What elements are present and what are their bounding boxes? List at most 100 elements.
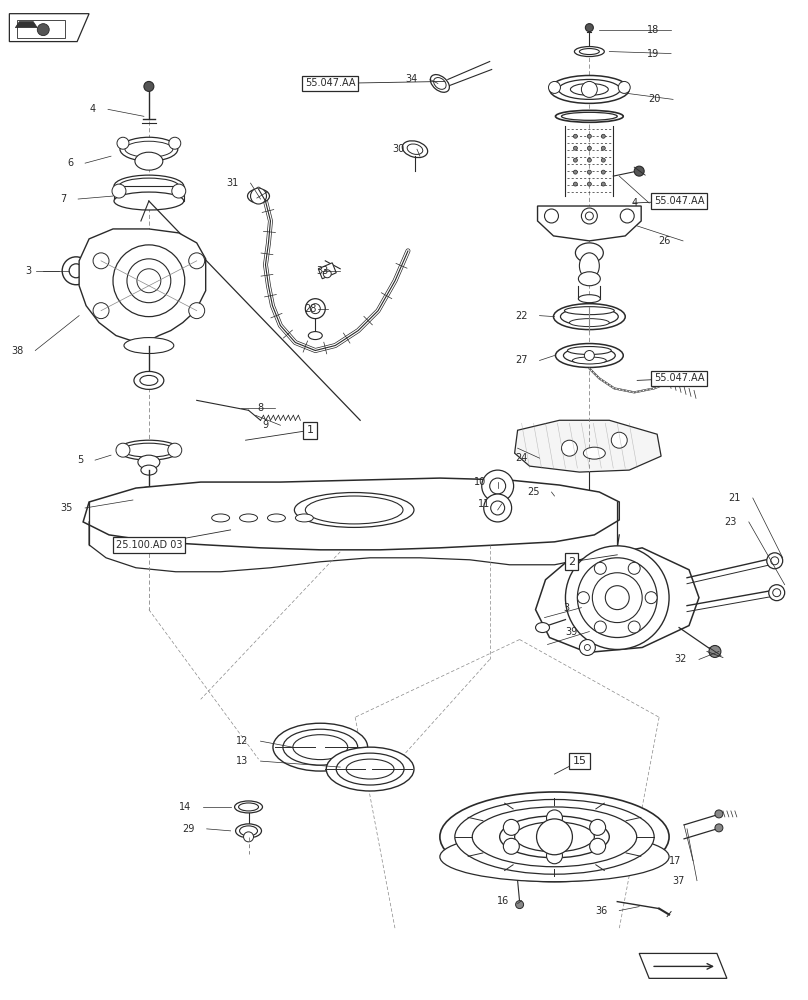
Circle shape xyxy=(310,304,320,314)
Ellipse shape xyxy=(565,307,614,315)
Circle shape xyxy=(93,253,109,269)
Text: 13: 13 xyxy=(236,756,249,766)
Circle shape xyxy=(715,810,723,818)
Circle shape xyxy=(601,170,605,174)
Ellipse shape xyxy=(292,735,347,760)
Ellipse shape xyxy=(434,78,446,89)
Polygon shape xyxy=(639,953,727,978)
Circle shape xyxy=(634,166,644,176)
Circle shape xyxy=(587,134,591,138)
Text: 38: 38 xyxy=(11,346,23,356)
Bar xyxy=(17,20,65,38)
Text: 23: 23 xyxy=(725,517,737,527)
Ellipse shape xyxy=(239,514,258,522)
Polygon shape xyxy=(10,14,89,42)
Text: 15: 15 xyxy=(572,756,587,766)
Text: 14: 14 xyxy=(179,802,191,812)
Text: 55.047.AA: 55.047.AA xyxy=(654,196,705,206)
Ellipse shape xyxy=(407,144,423,154)
Text: 25.100.AD 03: 25.100.AD 03 xyxy=(116,540,182,550)
Circle shape xyxy=(574,158,578,162)
Text: 18: 18 xyxy=(647,25,659,35)
Text: 35: 35 xyxy=(61,503,74,513)
Circle shape xyxy=(503,838,520,854)
Ellipse shape xyxy=(267,514,285,522)
Circle shape xyxy=(601,146,605,150)
Circle shape xyxy=(169,137,181,149)
Text: 7: 7 xyxy=(60,194,66,204)
Polygon shape xyxy=(83,478,619,550)
Text: 5: 5 xyxy=(77,455,83,465)
Ellipse shape xyxy=(119,178,179,194)
Circle shape xyxy=(69,264,83,278)
Ellipse shape xyxy=(139,504,159,511)
Text: 24: 24 xyxy=(516,453,528,463)
Circle shape xyxy=(562,440,578,456)
Circle shape xyxy=(612,432,627,448)
Ellipse shape xyxy=(239,826,258,836)
Ellipse shape xyxy=(579,49,600,55)
Text: 33: 33 xyxy=(316,266,328,276)
Ellipse shape xyxy=(402,141,427,158)
Ellipse shape xyxy=(570,83,608,95)
Ellipse shape xyxy=(440,832,669,882)
Polygon shape xyxy=(79,229,206,341)
Text: 20: 20 xyxy=(649,94,661,104)
Circle shape xyxy=(189,303,204,319)
Circle shape xyxy=(490,478,506,494)
Ellipse shape xyxy=(579,272,600,286)
Circle shape xyxy=(587,146,591,150)
Circle shape xyxy=(578,592,589,604)
Circle shape xyxy=(578,558,657,638)
Polygon shape xyxy=(537,206,642,241)
Circle shape xyxy=(113,245,185,317)
Ellipse shape xyxy=(558,79,621,99)
Circle shape xyxy=(768,585,785,601)
Ellipse shape xyxy=(141,465,157,475)
Ellipse shape xyxy=(570,319,609,327)
Circle shape xyxy=(645,592,657,604)
Circle shape xyxy=(592,573,642,623)
Circle shape xyxy=(582,208,597,224)
Circle shape xyxy=(168,443,182,457)
Circle shape xyxy=(595,621,606,633)
Ellipse shape xyxy=(125,141,173,157)
Circle shape xyxy=(323,270,331,278)
Ellipse shape xyxy=(141,528,157,535)
Text: 2: 2 xyxy=(568,557,575,567)
Text: 29: 29 xyxy=(183,824,195,834)
Circle shape xyxy=(566,546,669,649)
Circle shape xyxy=(574,170,578,174)
Text: 34: 34 xyxy=(406,74,418,84)
Circle shape xyxy=(137,269,161,293)
Ellipse shape xyxy=(455,799,654,874)
Text: 31: 31 xyxy=(226,178,238,188)
Ellipse shape xyxy=(553,304,625,330)
Ellipse shape xyxy=(137,487,161,497)
Text: 55.047.AA: 55.047.AA xyxy=(305,78,356,88)
Ellipse shape xyxy=(583,447,605,459)
Ellipse shape xyxy=(561,308,618,326)
Text: 28: 28 xyxy=(304,304,316,314)
Ellipse shape xyxy=(549,75,629,103)
Ellipse shape xyxy=(472,807,637,867)
Text: 9: 9 xyxy=(263,420,268,430)
Circle shape xyxy=(579,640,595,655)
Text: 26: 26 xyxy=(659,236,671,246)
Text: 36: 36 xyxy=(595,906,608,916)
Text: 10: 10 xyxy=(473,477,486,487)
Ellipse shape xyxy=(305,496,403,524)
Ellipse shape xyxy=(326,747,414,791)
Circle shape xyxy=(116,443,130,457)
Circle shape xyxy=(305,299,326,319)
Text: 32: 32 xyxy=(675,654,687,664)
Ellipse shape xyxy=(114,192,183,210)
Circle shape xyxy=(117,137,129,149)
Circle shape xyxy=(587,170,591,174)
Circle shape xyxy=(516,901,524,909)
Circle shape xyxy=(587,158,591,162)
Circle shape xyxy=(574,146,578,150)
Circle shape xyxy=(584,351,595,360)
Text: 19: 19 xyxy=(647,49,659,59)
Ellipse shape xyxy=(124,338,174,354)
